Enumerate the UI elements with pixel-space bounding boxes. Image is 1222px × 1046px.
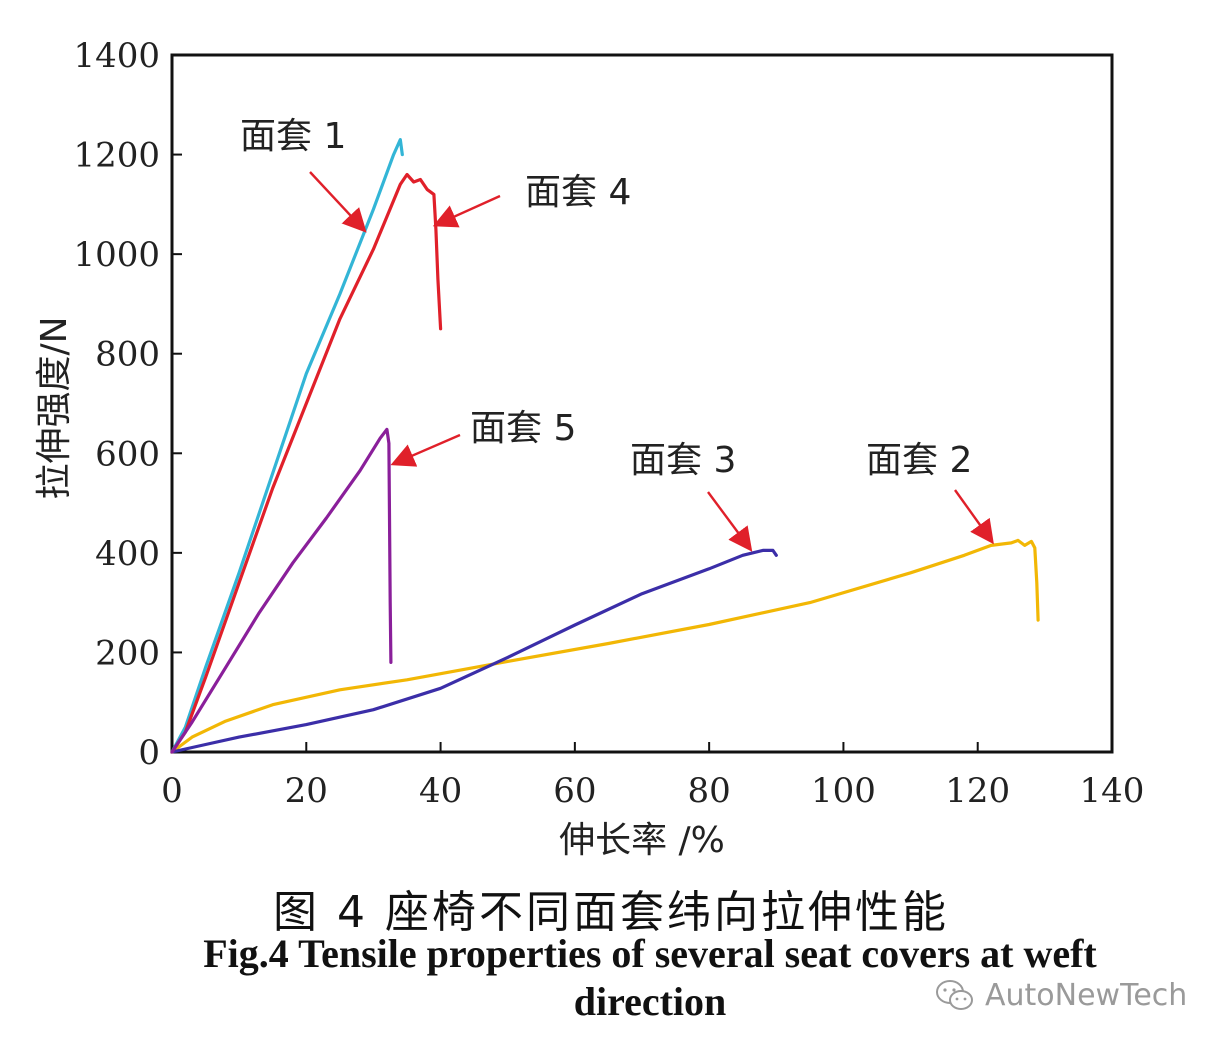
x-tick-label: 120	[945, 771, 1010, 811]
series-line-1	[170, 138, 404, 754]
y-tick-label: 1000	[73, 235, 160, 275]
x-axis-label: 伸长率 /%	[559, 820, 725, 861]
x-tick-label: 80	[688, 771, 731, 811]
y-tick-label: 800	[95, 335, 160, 375]
x-tick-label: 0	[161, 771, 183, 811]
x-tick-label: 40	[419, 771, 462, 811]
annotation-label: 面套 2	[866, 440, 972, 481]
series-line-3	[170, 548, 778, 754]
x-tick-label: 20	[285, 771, 328, 811]
annotation-label: 面套 5	[470, 408, 576, 449]
y-tick-label: 0	[138, 733, 160, 773]
annotation-label: 面套 1	[240, 116, 346, 157]
x-tick-label: 60	[553, 771, 596, 811]
watermark: AutoNewTech	[935, 978, 1187, 1013]
annotation-arrow	[309, 171, 367, 233]
annotation-arrow	[954, 489, 994, 545]
annotation-arrow	[390, 433, 461, 467]
watermark-text: AutoNewTech	[985, 978, 1188, 1013]
figure-caption-english: Fig.4 Tensile properties of several seat…	[203, 931, 1097, 1024]
annotation-arrow	[432, 194, 501, 228]
annotation-label: 面套 3	[630, 440, 736, 481]
y-tick-label: 600	[95, 434, 160, 474]
annotations: 面套 1 面套 4 面套 5 面套 3 面套 2	[240, 116, 994, 552]
y-tick-label: 200	[95, 633, 160, 673]
y-axis-label: 拉伸强度/N	[34, 316, 75, 499]
annotation-label: 面套 4	[525, 172, 631, 213]
x-tick-label: 100	[811, 771, 876, 811]
y-tick-label: 1400	[73, 36, 160, 76]
series-line-5	[170, 427, 393, 754]
x-tick-label: 140	[1080, 771, 1145, 811]
series-line-2	[170, 538, 1040, 754]
y-tick-label: 400	[95, 534, 160, 574]
wechat-icon	[936, 979, 973, 1010]
figure-caption-chinese: 图 4 座椅不同面套纬向拉伸性能	[273, 887, 949, 938]
series-line-4	[170, 172, 443, 754]
axis-ticks	[171, 54, 1113, 753]
annotation-arrow	[707, 491, 753, 552]
plot-frame	[170, 53, 1114, 754]
y-tick-label: 1200	[73, 136, 160, 176]
tick-labels: 0 20 40 60 80 100 120 1400200400600800100012001…	[73, 36, 1144, 811]
